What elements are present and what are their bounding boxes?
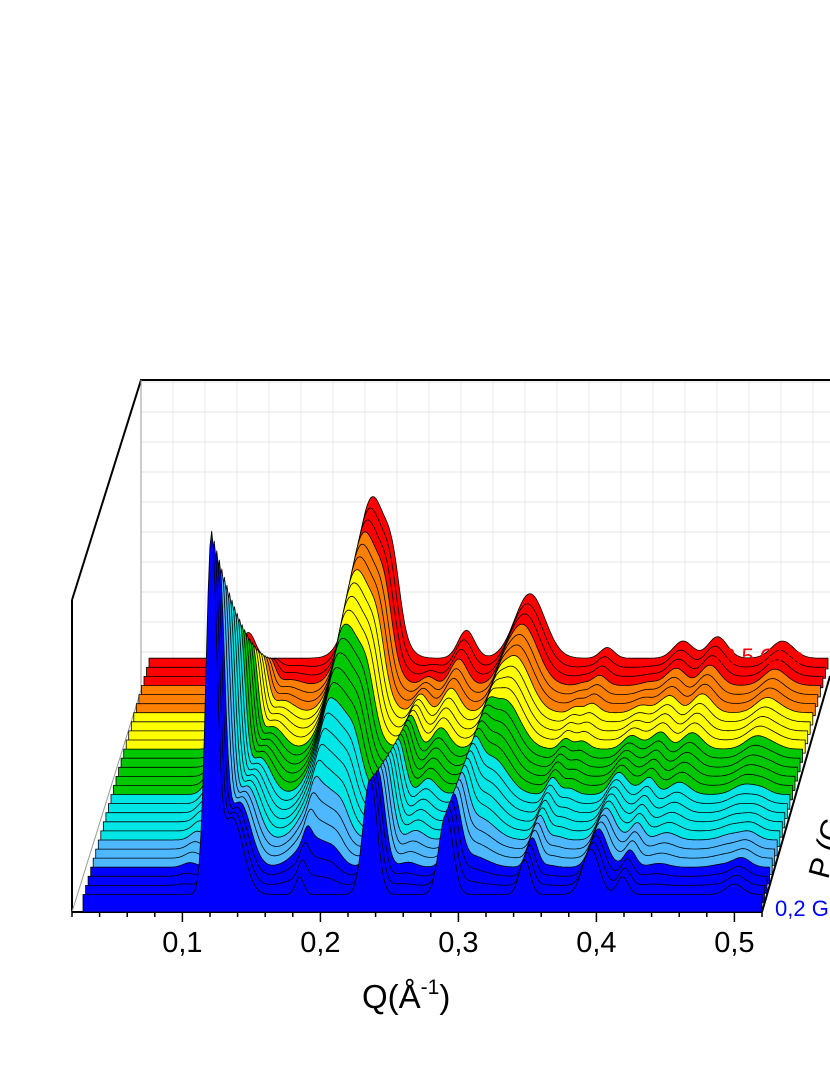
series-layer — [82, 496, 829, 913]
x-tick-label: 0,5 — [714, 927, 754, 959]
top-series-label: 12,5 GPa — [711, 644, 805, 669]
x-tick-label: 0,1 — [162, 927, 202, 959]
series-1 — [82, 530, 763, 913]
labels-layer: 12,5 GPa 0,2 G Q(Å-1) P (G — [362, 644, 830, 1015]
frame-floor-edge — [71, 689, 142, 913]
p-axis-title: P (G — [803, 814, 830, 882]
frame-top-edge — [71, 379, 830, 601]
x-axis-title-sup: -1 — [421, 976, 440, 999]
x-axis-title-close: ) — [439, 978, 450, 1015]
x-axis-title-main: Q(Å — [362, 978, 421, 1015]
x-axis-title: Q(Å-1) — [362, 976, 450, 1015]
x-tick-label: 0,2 — [300, 927, 340, 959]
x-tick-label: 0,3 — [438, 927, 478, 959]
bottom-series-label: 0,2 G — [775, 896, 829, 921]
x-tick-label: 0,4 — [576, 927, 616, 959]
p-axis-line — [761, 675, 830, 913]
x-axis-ticks: 0,1 0,2 0,3 0,4 0,5 — [71, 912, 763, 959]
